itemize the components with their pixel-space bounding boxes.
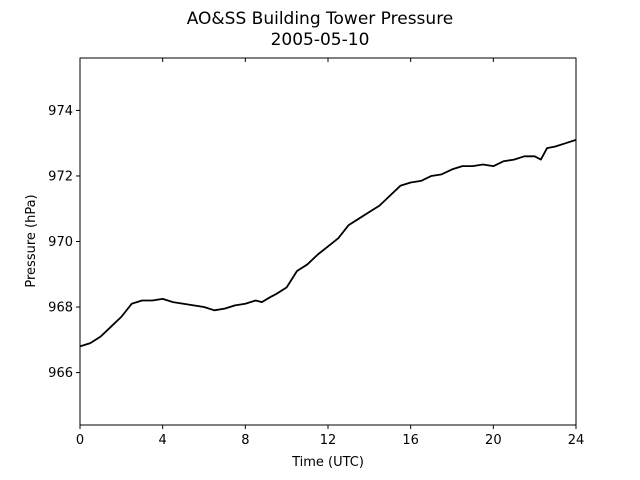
- x-tick-label: 24: [568, 433, 585, 448]
- x-tick-label: 12: [320, 433, 337, 448]
- x-axis: 0 4 8 12 16 20 24: [76, 58, 584, 448]
- x-tick-label: 20: [485, 433, 502, 448]
- chart-title: AO&SS Building Tower Pressure: [187, 9, 454, 29]
- y-tick-label: 966: [48, 366, 73, 381]
- y-axis: 966 968 970 972 974: [48, 104, 80, 381]
- series-layer: [79, 139, 577, 348]
- x-tick-label: 0: [76, 433, 84, 448]
- pressure-series-line: [79, 139, 577, 348]
- x-tick-label: 16: [402, 433, 419, 448]
- x-tick-label: 8: [241, 433, 249, 448]
- y-axis-label: Pressure (hPa): [24, 194, 39, 287]
- y-tick-label: 972: [48, 169, 73, 184]
- y-tick-label: 968: [48, 301, 73, 316]
- chart-subtitle: 2005-05-10: [271, 30, 370, 50]
- y-tick-label: 970: [48, 235, 73, 250]
- plot-area-frame: [79, 57, 577, 426]
- x-tick-label: 4: [159, 433, 167, 448]
- y-tick-label: 974: [48, 104, 73, 119]
- x-axis-label: Time (UTC): [291, 455, 364, 470]
